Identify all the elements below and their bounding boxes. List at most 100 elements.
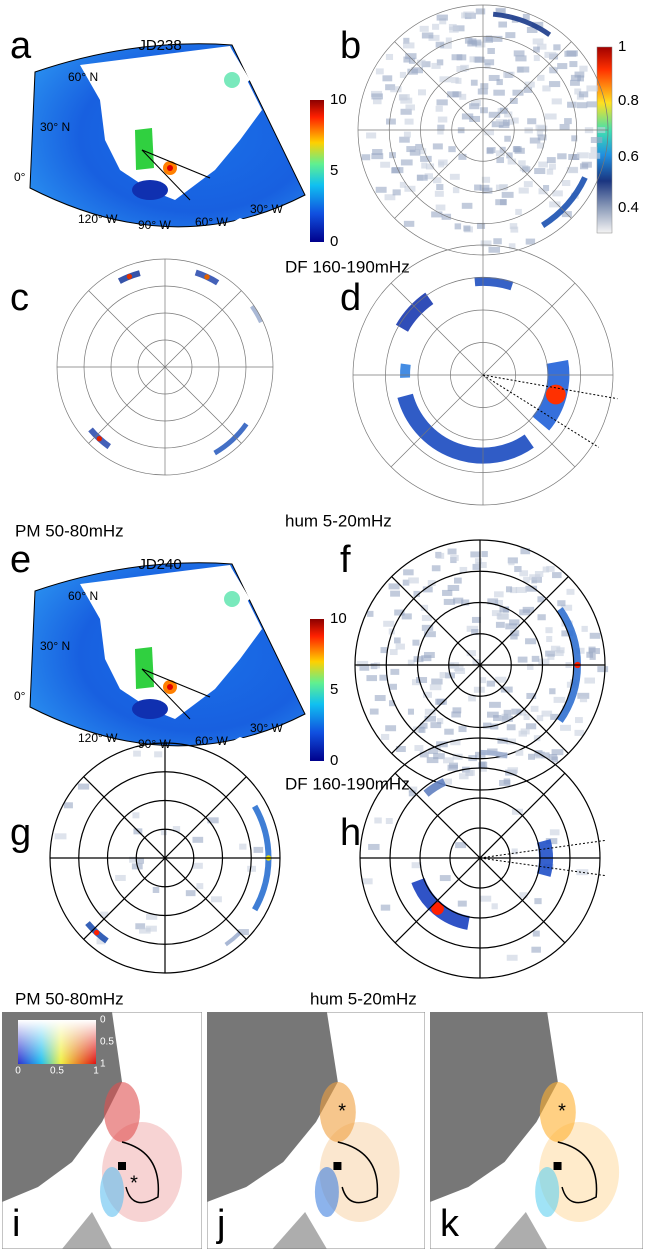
noise-cell [489,75,500,81]
map-label: 60° N [68,70,98,84]
page: DF 160-190mHzPM 50-80mHzhum 5-20mHzDF 16… [0,0,645,1249]
noise-cell [416,677,427,683]
energy-core [127,274,132,279]
noise-cell [475,558,482,564]
overlay-panel: * [430,1012,643,1249]
panel-letter: i [12,1203,20,1245]
noise-cell [431,679,442,685]
noise-cell [458,901,467,907]
map: 60° N30° N0°120° W90° W60° W30° WJD23810… [14,37,347,250]
noise-cell [510,223,517,229]
energy-core [204,274,209,279]
noise-cell [567,589,575,595]
colorbar-tick-label: 10 [330,91,347,108]
noise-cell [526,723,536,729]
noise-cell [503,120,510,126]
overlay-panel: * [207,1012,425,1249]
noise-cell [448,765,458,771]
noise-cell [382,75,392,81]
noise-cell [366,675,377,681]
noise-cell [538,162,548,168]
noise-cell [582,626,588,632]
caption: hum 5-20mHz [310,989,417,1008]
polar-plot [360,738,605,978]
noise-cell [454,665,464,671]
caption: PM 50-80mHz [15,989,124,1008]
noise-cell [550,829,560,835]
noise-cell [525,638,536,644]
noise-cell [495,199,506,205]
noise-cell [393,189,401,195]
noise-cell [553,44,560,50]
noise-cell [374,817,381,823]
noise-cell [562,180,570,186]
noise-cell [524,181,533,187]
noise-cell [422,32,433,38]
noise-cell [476,8,485,14]
map-label: 0° [14,170,26,184]
noise-cell [389,684,397,690]
noise-cell [405,104,415,110]
noise-cell [546,636,552,642]
noise-cell [386,54,393,60]
noise-cell [403,569,414,575]
noise-cell [419,727,426,733]
noise-cell [394,637,401,643]
noise-cell [433,143,443,149]
noise-cell [462,203,473,209]
caption: hum 5-20mHz [285,511,392,530]
noise-cell [450,555,459,561]
noise-cell [404,132,411,138]
noise-cell [400,98,412,104]
noise-cell [597,666,608,672]
noise-cell [494,591,504,597]
noise-cell [253,847,263,853]
noise-cell [400,72,406,78]
noise-cell [537,715,543,721]
noise-cell [557,63,567,69]
noise-cell [534,168,545,174]
inset-tick-label: 1 [93,1066,99,1077]
noise-cell [484,59,494,65]
noise-cell [480,83,488,89]
noise-cell [458,154,466,160]
noise-cell [580,163,588,169]
noise-cell [557,600,565,606]
noise-cell [507,955,518,961]
noise-cell [401,159,413,165]
noise-cell [533,38,544,44]
colorbar-tick-label: 5 [330,681,338,698]
colorbar-tick-label: 0 [330,752,338,769]
noise-cell [514,50,525,56]
map-label: 90° W [138,218,171,232]
energy-arc [402,298,429,328]
noise-cell [538,614,546,620]
noise-cell [408,577,419,583]
noise-cell [502,192,514,198]
noise-cell [547,157,556,163]
noise-cell [436,553,444,559]
map-label: 60° W [195,734,228,748]
noise-cell [420,156,432,162]
noise-cell [545,627,552,633]
noise-cell [587,101,597,107]
noise-cell [455,78,461,84]
noise-cell [504,136,511,142]
noise-cell [442,590,452,596]
colorbar-tick-label: 1 [618,38,626,55]
anomaly [100,1167,124,1217]
noise-cell [115,875,126,881]
noise-cell [438,117,447,123]
map-label: 30° N [40,639,70,653]
noise-cell [417,175,428,181]
noise-cell [534,55,540,61]
noise-cell [436,184,443,190]
noise-cell [381,647,388,653]
noise-cell [362,878,372,884]
noise-cell [431,211,442,217]
panel-letter: j [216,1203,225,1245]
noise-cell [454,578,462,584]
noise-cell [463,225,470,231]
map-label: 30° N [40,120,70,134]
noise-cell [453,187,459,193]
